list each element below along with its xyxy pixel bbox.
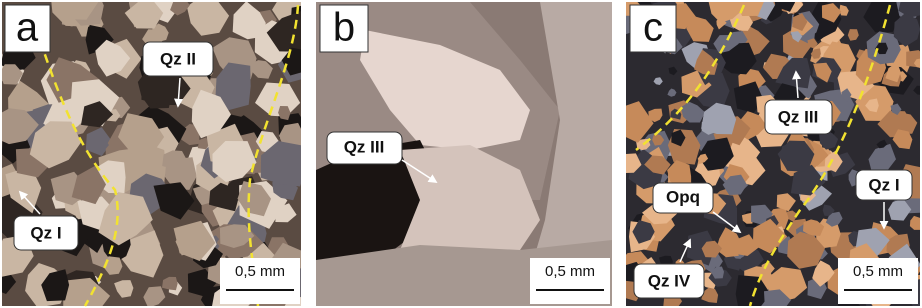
panel-c: c Qz III Opq Qz I Qz IV 0,5 mm (613, 0, 922, 308)
mineral-label: Qz I (30, 223, 61, 242)
mineral-label: Opq (666, 187, 700, 206)
panel-letter: c (643, 6, 663, 50)
scale-label: 0,5 mm (235, 263, 285, 280)
figure: a Qz II Qz I 0,5 mm b Qz III 0,5 mm (0, 0, 922, 308)
scale-label: 0,5 mm (545, 263, 595, 280)
panel-a: a Qz II Qz I 0,5 mm (0, 0, 316, 308)
mineral-label: Qz III (778, 107, 819, 126)
panel-letter: b (333, 6, 355, 50)
scale-label: 0,5 mm (853, 263, 903, 280)
panel-letter: a (16, 6, 39, 50)
mineral-label: Qz I (868, 175, 899, 194)
panel-b: b Qz III 0,5 mm (316, 2, 612, 306)
mineral-label: Qz II (160, 49, 196, 68)
mineral-label: Qz IV (648, 271, 691, 290)
mineral-label: Qz III (344, 137, 385, 156)
